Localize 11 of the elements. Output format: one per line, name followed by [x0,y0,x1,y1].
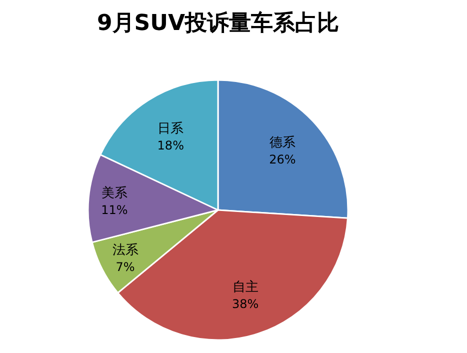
slice-label: 德系 [269,135,296,150]
slice-label: 美系 [101,185,128,202]
chart-title: 9月SUV投诉量车系占比 [96,10,340,36]
data-label: 26% [269,152,296,166]
slice-label: 法系 [112,243,138,258]
slice-label: 日系 [158,121,184,136]
data-label: 11% [101,203,128,218]
data-label: 18% [157,138,184,152]
data-label: 38% [232,297,259,312]
slice-label: 自主 [232,279,258,296]
data-label: 7% [116,260,135,274]
